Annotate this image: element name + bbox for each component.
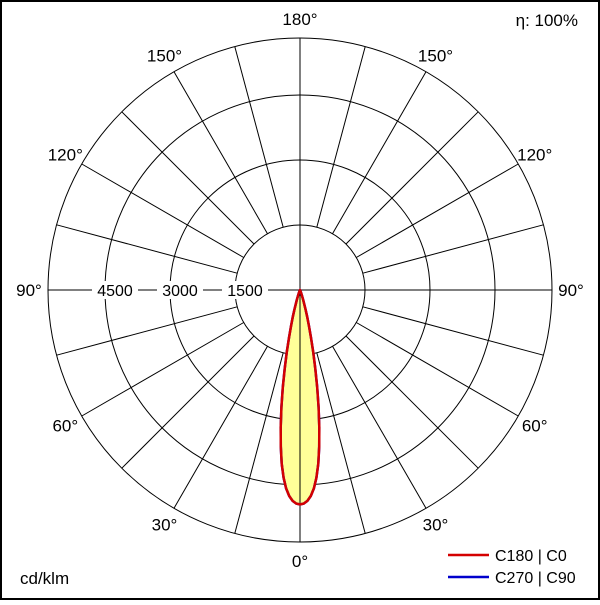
radial-grid-line bbox=[81, 163, 244, 258]
ring-value-label-1500: 1500 bbox=[227, 283, 263, 300]
radial-grid-line bbox=[173, 71, 268, 234]
angle-label-180deg: 180° bbox=[282, 10, 317, 29]
angle-label-120deg-right: 120° bbox=[517, 146, 552, 165]
radial-grid-line bbox=[234, 352, 284, 534]
legend-label-c180-c0: C180 | C0 bbox=[495, 548, 567, 565]
efficiency-label: η: 100% bbox=[516, 11, 578, 30]
angle-label-30deg-right: 30° bbox=[423, 516, 449, 535]
radial-grid-line bbox=[345, 335, 479, 469]
radial-grid-line bbox=[345, 111, 479, 245]
angle-label-90deg-left: 90° bbox=[16, 281, 42, 300]
radial-grid-line bbox=[356, 322, 519, 417]
radial-grid-line bbox=[362, 224, 544, 274]
ring-label-box bbox=[222, 281, 268, 299]
curve-c180-c0 bbox=[279, 288, 321, 506]
radial-grid-line bbox=[316, 352, 366, 534]
angle-label-0deg: 0° bbox=[292, 552, 308, 571]
ring-value-label-3000: 3000 bbox=[162, 283, 198, 300]
radial-grid-line bbox=[56, 224, 238, 274]
radial-grid-line bbox=[362, 306, 544, 356]
radial-grid-line bbox=[121, 111, 255, 245]
unit-label: cd/klm bbox=[20, 569, 69, 588]
radial-grid-line bbox=[173, 346, 268, 509]
radial-grid-line bbox=[56, 306, 238, 356]
radial-grid-line bbox=[121, 335, 255, 469]
radial-grid-line bbox=[316, 46, 366, 228]
legend-label-c270-c90: C270 | C90 bbox=[495, 570, 576, 587]
ring-label-box bbox=[92, 281, 138, 299]
angle-label-60deg-left: 60° bbox=[52, 417, 78, 436]
angle-labels: 0° 30° 30° 60° 60° 90° 90° 120° 120° 150° 150° 180° bbox=[16, 10, 584, 571]
angle-label-120deg-left: 120° bbox=[48, 146, 83, 165]
legend: C180 | C0 C270 | C90 bbox=[448, 548, 576, 587]
angle-label-30deg-left: 30° bbox=[152, 516, 178, 535]
ring-value-labels: 1500 3000 4500 bbox=[92, 281, 268, 300]
angle-label-90deg-right: 90° bbox=[558, 281, 584, 300]
ring-label-box bbox=[157, 281, 203, 299]
radial-grid-line bbox=[332, 346, 427, 509]
angle-label-150deg-right: 150° bbox=[418, 46, 453, 65]
radial-grid-line bbox=[356, 163, 519, 258]
radial-grid-line bbox=[332, 71, 427, 234]
ring-value-label-4500: 4500 bbox=[97, 283, 133, 300]
radial-grid-line bbox=[234, 46, 284, 228]
radial-grid-line bbox=[81, 322, 244, 417]
angle-label-150deg-left: 150° bbox=[147, 46, 182, 65]
angle-label-60deg-right: 60° bbox=[522, 417, 548, 436]
